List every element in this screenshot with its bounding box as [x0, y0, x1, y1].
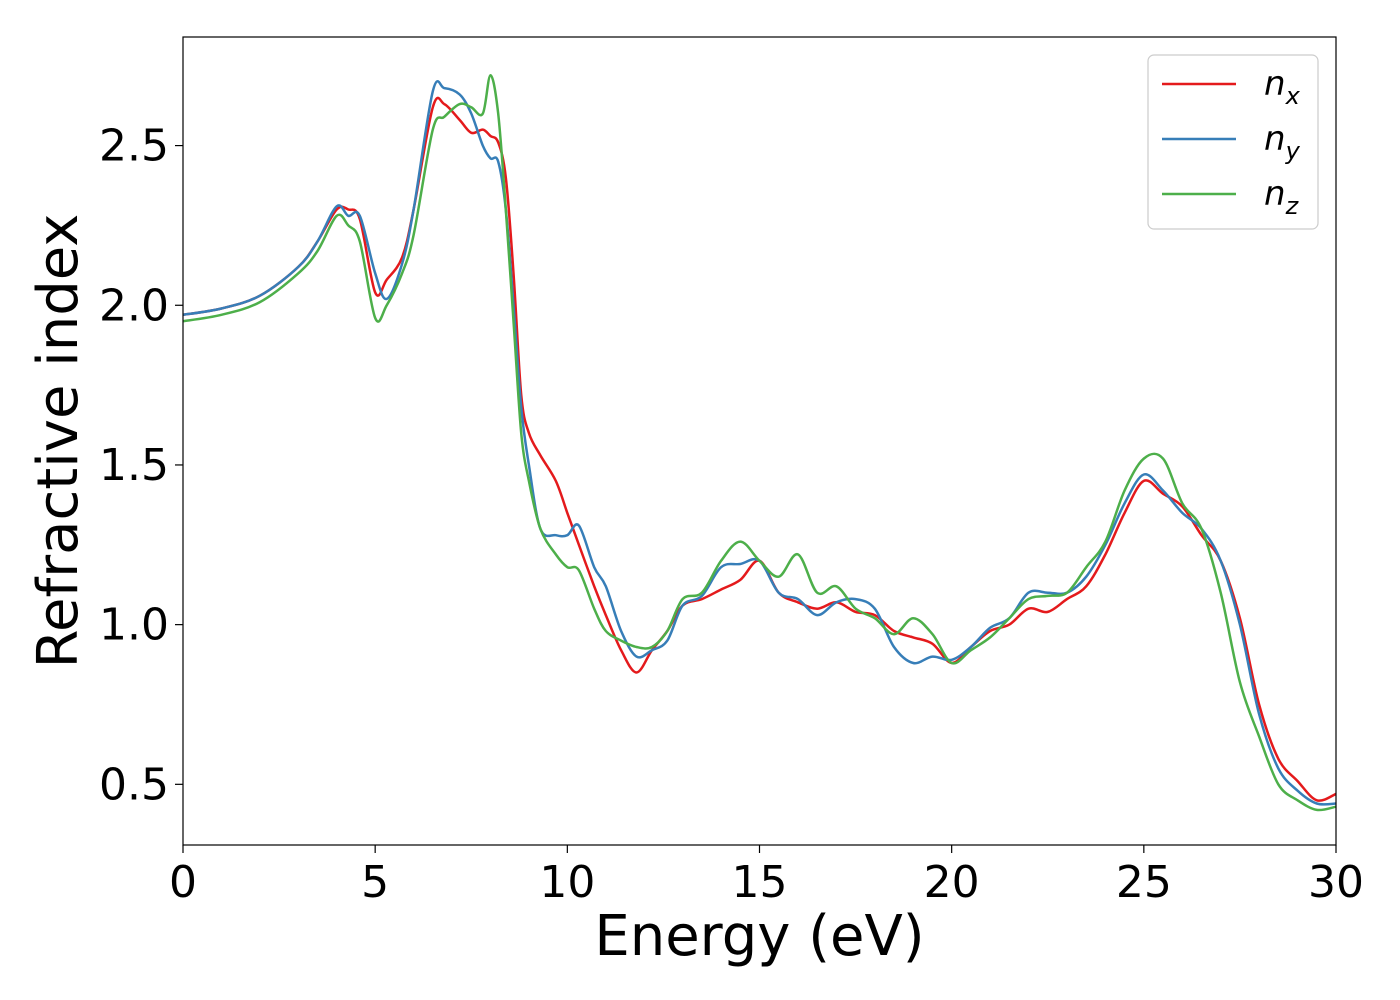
y-tick-label: 2.0 — [99, 280, 169, 331]
x-tick-label: 0 — [169, 857, 197, 908]
series-line-ny — [182, 80, 1337, 806]
x-tick-label: 20 — [924, 857, 980, 908]
x-tick-label: 30 — [1308, 857, 1364, 908]
x-axis-ticks: 0 5 10 15 20 25 30 — [169, 845, 1364, 908]
y-tick-label: 1.5 — [99, 440, 169, 491]
y-axis-label: Refractive index — [26, 214, 91, 669]
x-tick-label: 10 — [539, 857, 595, 908]
y-tick-label: 0.5 — [99, 759, 169, 810]
x-tick-label: 5 — [361, 857, 389, 908]
series-line-nz — [182, 74, 1337, 812]
y-axis-ticks: 0.5 1.0 1.5 2.0 2.5 — [99, 121, 183, 810]
series-layer — [182, 74, 1337, 812]
y-tick-label: 1.0 — [99, 600, 169, 651]
plot-area — [183, 37, 1336, 845]
x-tick-label: 15 — [732, 857, 788, 908]
y-tick-label: 2.5 — [99, 121, 169, 172]
legend-frame — [1147, 54, 1319, 230]
x-axis-label: Energy (eV) — [594, 904, 924, 969]
x-tick-label: 25 — [1116, 857, 1172, 908]
